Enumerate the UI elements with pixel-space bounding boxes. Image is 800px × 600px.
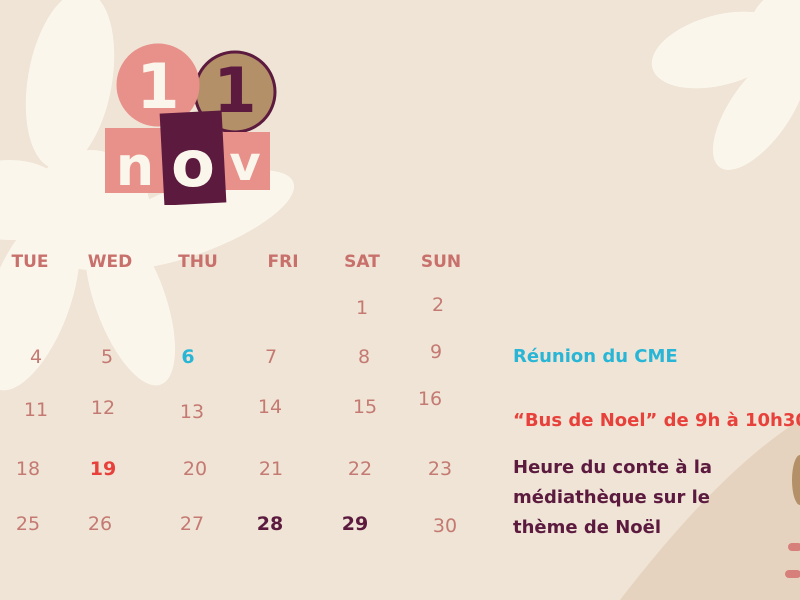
calendar-day[interactable]: 26 [87, 513, 113, 535]
calendar-day[interactable]: 5 [100, 346, 114, 368]
flower-right-decoration [651, 0, 800, 170]
calendar-day[interactable]: 19 [89, 458, 117, 480]
logo-month-o: o [171, 128, 215, 202]
calendar-day[interactable]: 13 [179, 401, 205, 423]
calendar-day[interactable]: 28 [256, 513, 284, 535]
date-logo: 1 1 n o v [105, 43, 277, 205]
calendar-day[interactable]: 25 [15, 513, 41, 535]
calendar-day[interactable]: 21 [258, 458, 284, 480]
calendar-day[interactable]: 15 [352, 396, 378, 418]
weekday-header: TUE [11, 252, 49, 272]
calendar-day[interactable]: 29 [341, 513, 369, 535]
weekday-header: SUN [420, 252, 462, 272]
logo-month-n: n [116, 135, 154, 198]
event-text: “Bus de Noel” de 9h à 10h30 [513, 410, 800, 431]
corner-shape-decoration [620, 420, 800, 600]
calendar-day[interactable]: 18 [15, 458, 41, 480]
weekday-header: WED [87, 252, 133, 272]
calendar-day[interactable]: 23 [427, 458, 453, 480]
calendar-day[interactable]: 11 [23, 399, 49, 421]
weekday-header: FRI [267, 252, 299, 272]
event-christmas-bus: “Bus de Noel” de 9h à 10h30 [513, 410, 800, 431]
weekday-header: THU [178, 252, 218, 272]
calendar-day[interactable]: 16 [417, 388, 443, 410]
calendar-day[interactable]: 4 [29, 346, 43, 368]
calendar-day[interactable]: 7 [264, 346, 278, 368]
calendar-day[interactable]: 6 [181, 346, 195, 368]
event-cme-meeting: Réunion du CME [513, 346, 678, 367]
calendar-day[interactable]: 2 [431, 294, 445, 316]
logo-month-v: v [229, 136, 260, 192]
calendar-day[interactable]: 20 [182, 458, 208, 480]
event-text: Réunion du CME [513, 346, 678, 367]
calendar-day[interactable]: 8 [357, 346, 371, 368]
calendar-day[interactable]: 9 [429, 341, 443, 363]
event-text-line: thème de Noël [513, 517, 662, 538]
event-storytime: Heure du conte à la médiathèque sur le t… [513, 453, 712, 543]
calendar-day[interactable]: 1 [355, 297, 369, 319]
event-text-line: médiathèque sur le [513, 487, 711, 508]
logo-day-first-digit: 1 [136, 50, 179, 123]
calendar-day[interactable]: 30 [432, 515, 458, 537]
event-text-line: Heure du conte à la [513, 457, 713, 478]
calendar-day[interactable]: 14 [257, 396, 283, 418]
calendar-day[interactable]: 22 [347, 458, 373, 480]
weekday-header: SAT [344, 252, 380, 272]
calendar-day[interactable]: 27 [179, 513, 205, 535]
calendar-day[interactable]: 12 [90, 397, 116, 419]
flower-left-decoration [0, 0, 295, 391]
